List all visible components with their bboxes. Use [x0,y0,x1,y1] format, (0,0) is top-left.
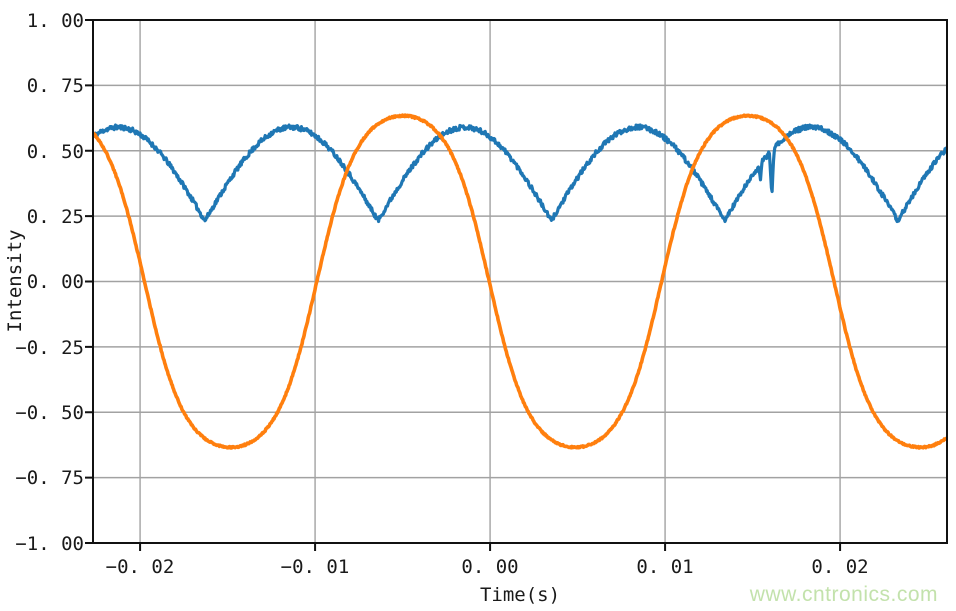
y-tick-label: −0. 50 [15,402,84,424]
x-tick-label: 0. 00 [461,556,518,578]
x-axis-title: Time(s) [480,584,560,606]
x-tick-label: 0. 02 [811,556,868,578]
series-orange-line [93,113,947,450]
watermark: www.cntronics.com [749,583,938,606]
y-tick-label: 1. 00 [27,10,84,32]
y-tick-label: 0. 75 [27,75,84,97]
y-axis-title: Intensity [4,230,26,333]
y-tick-label: −1. 00 [15,533,84,555]
series-blue-line [93,123,947,224]
x-tick-label: −0. 02 [106,556,175,578]
y-tick-label: 0. 00 [27,271,84,293]
gridlines [93,20,947,543]
plot-border [92,19,948,544]
x-tick-label: −0. 01 [281,556,350,578]
series-lines [93,113,947,450]
x-tick-label: 0. 01 [636,556,693,578]
y-tick-label: −0. 25 [15,337,84,359]
y-tick-label: 0. 50 [27,141,84,163]
tick-marks [85,19,842,551]
y-tick-label: −0. 75 [15,467,84,489]
y-tick-label: 0. 25 [27,206,84,228]
